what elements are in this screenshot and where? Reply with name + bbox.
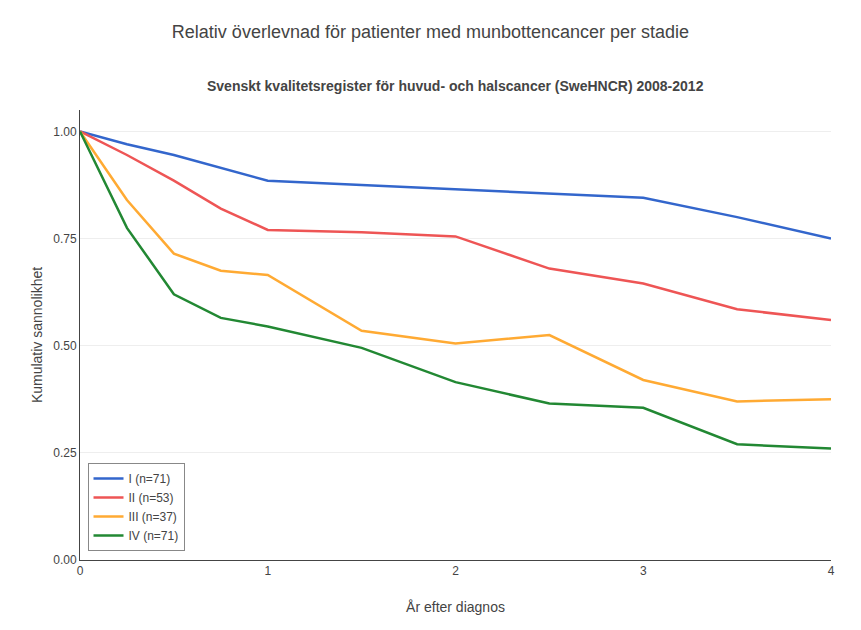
svg-text:IV (n=71): IV (n=71) [129,529,179,543]
svg-text:4: 4 [828,564,835,578]
svg-text:Kumulativ sannolikhet: Kumulativ sannolikhet [29,267,45,403]
svg-text:III (n=37): III (n=37) [129,510,177,524]
svg-text:0: 0 [77,564,84,578]
svg-text:Relativ överlevnad för patient: Relativ överlevnad för patienter med mun… [172,22,689,42]
svg-text:1.00: 1.00 [53,125,77,139]
svg-text:2: 2 [452,564,459,578]
svg-text:År efter diagnos: År efter diagnos [406,599,505,615]
svg-text:I (n=71): I (n=71) [129,472,171,486]
svg-text:Svenskt kvalitetsregister för: Svenskt kvalitetsregister för huvud- och… [207,78,704,94]
svg-text:0.75: 0.75 [53,232,77,246]
svg-text:1: 1 [264,564,271,578]
svg-text:II (n=53): II (n=53) [129,491,174,505]
svg-text:3: 3 [640,564,647,578]
svg-text:0.25: 0.25 [53,446,77,460]
svg-text:0.00: 0.00 [53,553,77,567]
svg-text:0.50: 0.50 [53,339,77,353]
